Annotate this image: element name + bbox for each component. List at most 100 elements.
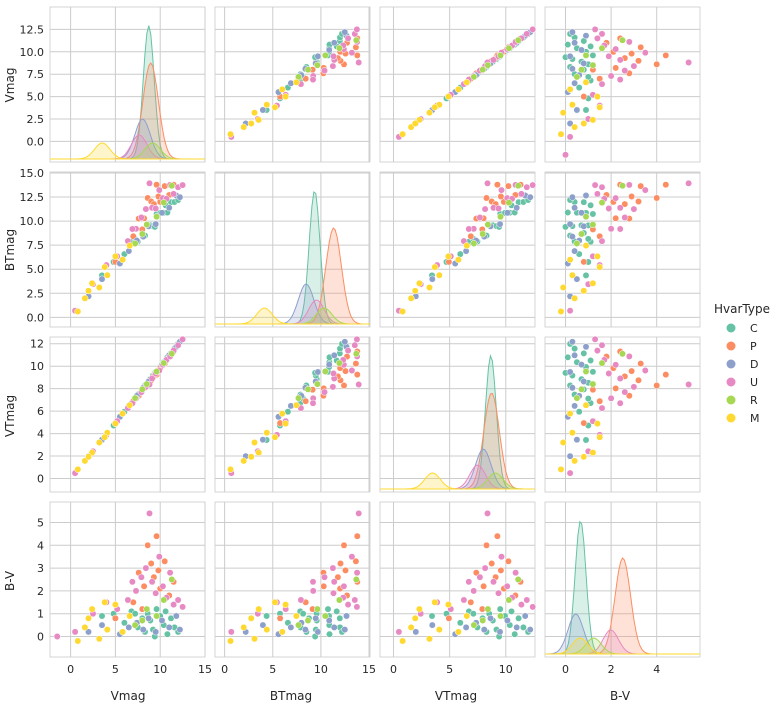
panel-Vmag-vs-VTmag [379, 6, 537, 163]
scatter-point-U [227, 628, 235, 636]
scatter-point-U [351, 341, 359, 349]
scatter-point-M [566, 410, 574, 418]
scatter-point-P [342, 367, 349, 375]
y-label-vtmag: VTmag [3, 395, 17, 437]
scatter-point-R [598, 359, 606, 367]
scatter-point-M [247, 614, 255, 622]
scatter-point-M [111, 601, 119, 609]
scatter-point-M [399, 637, 407, 645]
scatter-point-D [496, 220, 504, 228]
scatter-point-M [589, 449, 597, 457]
scatter-point-D [513, 623, 521, 631]
scatter-point-D [566, 452, 574, 460]
scatter-point-M [596, 103, 604, 111]
scatter-point-U [641, 49, 649, 57]
scatter-point-U [128, 225, 136, 233]
y-tick-label: 12 [30, 338, 44, 351]
scatter-point-U [529, 603, 537, 611]
scatter-point-M [568, 271, 576, 279]
scatter-point-U [155, 553, 163, 561]
scatter-point-U [348, 553, 356, 561]
scatter-point-U [179, 181, 187, 189]
scatter-point-M [81, 294, 89, 302]
scatter-point-D [462, 623, 470, 631]
scatter-point-M [126, 242, 134, 250]
legend-marker-P [726, 341, 736, 351]
scatter-point-U [309, 587, 317, 595]
scatter-point-P [635, 376, 642, 384]
scatter-point-R [470, 621, 478, 629]
scatter-point-M [454, 256, 462, 264]
scatter-point-D [571, 39, 579, 47]
y-tick-label: 4 [37, 539, 44, 552]
scatter-point-M [271, 598, 279, 606]
scatter-point-M [559, 109, 567, 117]
scatter-point-D [571, 204, 579, 212]
scatter-point-U [503, 582, 511, 590]
scatter-point-D [158, 209, 166, 217]
x-tick-label: 0 [390, 663, 397, 676]
scatter-point-M [407, 294, 415, 302]
panel-VTmag-vs-B-V [544, 335, 701, 493]
scatter-point-U [148, 578, 156, 586]
scatter-point-P [153, 181, 161, 189]
scatter-point-P [493, 532, 501, 540]
scatter-point-U [607, 225, 615, 233]
scatter-point-U [340, 582, 348, 590]
scatter-point-R [304, 66, 312, 74]
scatter-point-C [428, 612, 436, 620]
scatter-point-M [95, 284, 103, 291]
scatter-point-R [138, 230, 146, 238]
y-label-btmag: BTmag [3, 229, 17, 271]
scatter-point-M [282, 93, 290, 101]
panel-frame [379, 6, 536, 163]
scatter-point-C [589, 368, 597, 376]
scatter-point-U [616, 399, 624, 407]
x-tick-label: 10 [499, 663, 513, 676]
scatter-point-M [593, 252, 601, 260]
scatter-point-R [578, 385, 585, 393]
scatter-point-P [612, 214, 620, 222]
scatter-point-M [85, 614, 92, 622]
scatter-point-P [483, 194, 490, 202]
scatter-point-U [593, 34, 601, 42]
scatter-point-D [325, 361, 333, 369]
scatter-point-U [605, 52, 613, 60]
x-tick-label: 2 [608, 663, 615, 676]
legend-label-D: D [750, 358, 758, 371]
panel-BTmag-vs-VTmag [379, 171, 537, 328]
panel-Vmag-vs-BTmag [214, 6, 371, 163]
scatter-point-U [353, 603, 361, 611]
scatter-point-M [444, 601, 452, 609]
scatter-point-C [589, 210, 597, 218]
scatter-point-C [120, 619, 128, 627]
scatter-point-U [598, 341, 606, 349]
scatter-point-P [342, 566, 349, 574]
scatter-point-M [399, 130, 407, 138]
x-tick-label: 0 [221, 663, 228, 676]
scatter-point-M [119, 628, 127, 636]
scatter-point-U [330, 589, 337, 597]
scatter-point-D [568, 384, 576, 392]
scatter-point-U [53, 633, 61, 640]
scatter-point-U [170, 601, 178, 609]
scatter-point-C [584, 395, 592, 403]
legend-label-C: C [750, 322, 758, 335]
scatter-point-D [496, 628, 504, 636]
scatter-point-U [174, 341, 182, 349]
scatter-point-P [596, 397, 604, 405]
scatter-point-U [562, 151, 569, 159]
scatter-point-D [287, 623, 295, 631]
scatter-point-M [227, 465, 234, 473]
scatter-point-P [628, 193, 636, 200]
y-tick-label: 0 [37, 473, 44, 486]
scatter-point-P [276, 614, 284, 622]
scatter-point-U [607, 394, 615, 402]
scatter-point-D [428, 275, 436, 283]
x-tick-label: 0 [562, 663, 569, 676]
scatter-point-D [487, 614, 494, 622]
scatter-point-M [251, 635, 258, 643]
scatter-point-R [295, 621, 302, 629]
scatter-point-P [625, 392, 633, 400]
scatter-point-C [456, 619, 464, 627]
